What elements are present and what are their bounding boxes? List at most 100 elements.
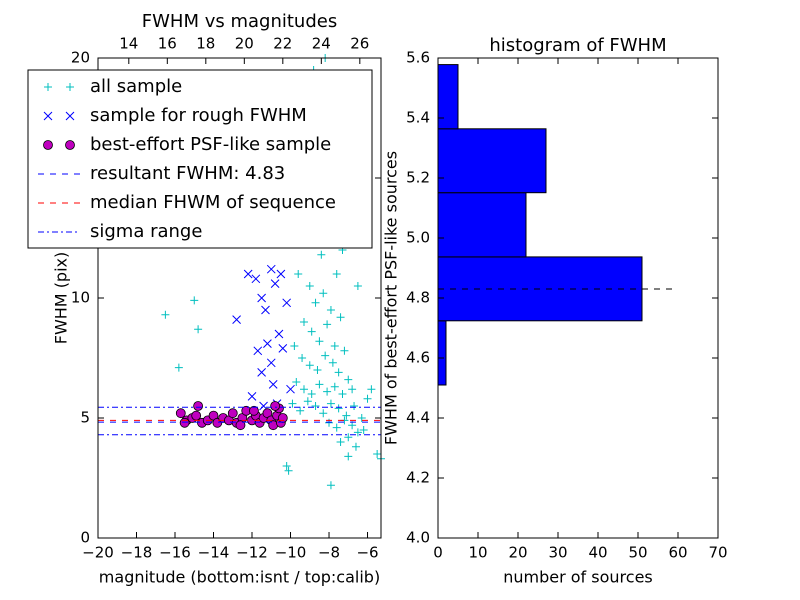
x-tick-label: −8	[318, 544, 340, 562]
point	[315, 380, 324, 389]
x2-tick-label: 24	[312, 35, 331, 53]
point	[336, 438, 345, 446]
point	[357, 414, 366, 422]
point	[263, 339, 272, 348]
point	[328, 358, 337, 367]
x2-tick-label: 18	[196, 35, 215, 53]
bar	[437, 320, 447, 386]
point	[292, 378, 301, 386]
point	[290, 342, 299, 350]
legend-label: median FHWM of sequence	[90, 192, 336, 213]
point	[323, 320, 332, 329]
point	[298, 354, 307, 362]
chart-title: histogram of FWHM	[489, 35, 666, 56]
point	[251, 274, 261, 284]
point	[330, 342, 339, 350]
legend-box	[27, 69, 373, 249]
legend-marker	[44, 83, 52, 91]
x-tick-label: −14	[198, 544, 230, 562]
x-tick-label: 60	[668, 544, 687, 562]
point	[232, 315, 241, 324]
point	[313, 366, 322, 374]
y-tick-label: 20	[71, 49, 90, 67]
x-axis-label: magnitude (bottom:isnt / top:calib)	[99, 568, 380, 587]
point	[190, 296, 199, 305]
point	[334, 404, 343, 413]
x-tick-label: 70	[708, 544, 727, 562]
point	[350, 402, 359, 410]
y-axis-label: FWHM (pix)	[52, 252, 71, 345]
point	[307, 327, 316, 336]
bar	[437, 128, 547, 194]
point	[373, 450, 382, 458]
point	[277, 413, 288, 423]
point	[334, 368, 343, 377]
point	[261, 305, 270, 315]
x-tick-label: 10	[468, 544, 487, 562]
point	[288, 399, 297, 408]
point	[344, 452, 353, 461]
y-tick-label: 5	[80, 409, 90, 427]
x-tick-label: 40	[588, 544, 607, 562]
point	[247, 392, 257, 401]
legend-label: sample for rough FWHM	[90, 105, 307, 126]
point	[303, 397, 312, 406]
legend-marker	[43, 140, 53, 150]
point	[274, 329, 284, 339]
point	[351, 442, 360, 451]
bar	[437, 192, 527, 258]
point	[319, 409, 328, 418]
x-tick-label: −18	[121, 544, 153, 562]
point	[179, 417, 190, 428]
y-tick-label: 4.4	[406, 409, 430, 427]
point	[227, 408, 238, 419]
point	[367, 385, 376, 394]
x-tick-label: 50	[628, 544, 647, 562]
point	[299, 385, 308, 394]
point	[305, 282, 314, 290]
point	[332, 270, 341, 278]
point	[270, 401, 281, 411]
point	[342, 411, 351, 420]
chart-title: FWHM vs magnitudes	[142, 11, 337, 32]
x-tick-label: −16	[159, 544, 191, 562]
point	[353, 428, 362, 437]
point	[266, 358, 276, 368]
point	[282, 462, 291, 470]
y-tick-label: 4.2	[406, 469, 430, 487]
point	[317, 250, 326, 259]
point	[319, 289, 328, 298]
point	[330, 382, 339, 391]
point	[311, 402, 320, 410]
point	[282, 298, 292, 308]
legend-marker	[66, 83, 74, 91]
point	[266, 264, 276, 274]
x-tick-label: 30	[548, 544, 567, 562]
x2-tick-label: 14	[119, 35, 138, 53]
y-tick-label: 10	[71, 289, 90, 307]
point	[321, 351, 330, 360]
point	[286, 384, 295, 394]
x2-tick-label: 16	[158, 35, 177, 53]
point	[338, 390, 347, 398]
point	[174, 363, 183, 372]
x-tick-label: −12	[236, 544, 268, 562]
y-tick-label: 4.0	[406, 529, 430, 547]
legend-label: resultant FWHM: 4.83	[90, 163, 285, 184]
point	[193, 401, 204, 411]
point	[276, 269, 286, 279]
x-tick-label: 0	[433, 544, 443, 562]
point	[344, 433, 353, 442]
y-tick-label: 5.4	[406, 109, 430, 127]
point	[307, 390, 316, 398]
point	[257, 368, 266, 377]
x-axis-label: number of sources	[503, 568, 653, 587]
point	[311, 298, 320, 307]
point	[305, 361, 314, 370]
x-tick-label: 20	[508, 544, 527, 562]
point	[326, 306, 335, 314]
y-tick-label: 5.0	[406, 229, 430, 247]
point	[278, 344, 288, 353]
point	[249, 405, 259, 416]
